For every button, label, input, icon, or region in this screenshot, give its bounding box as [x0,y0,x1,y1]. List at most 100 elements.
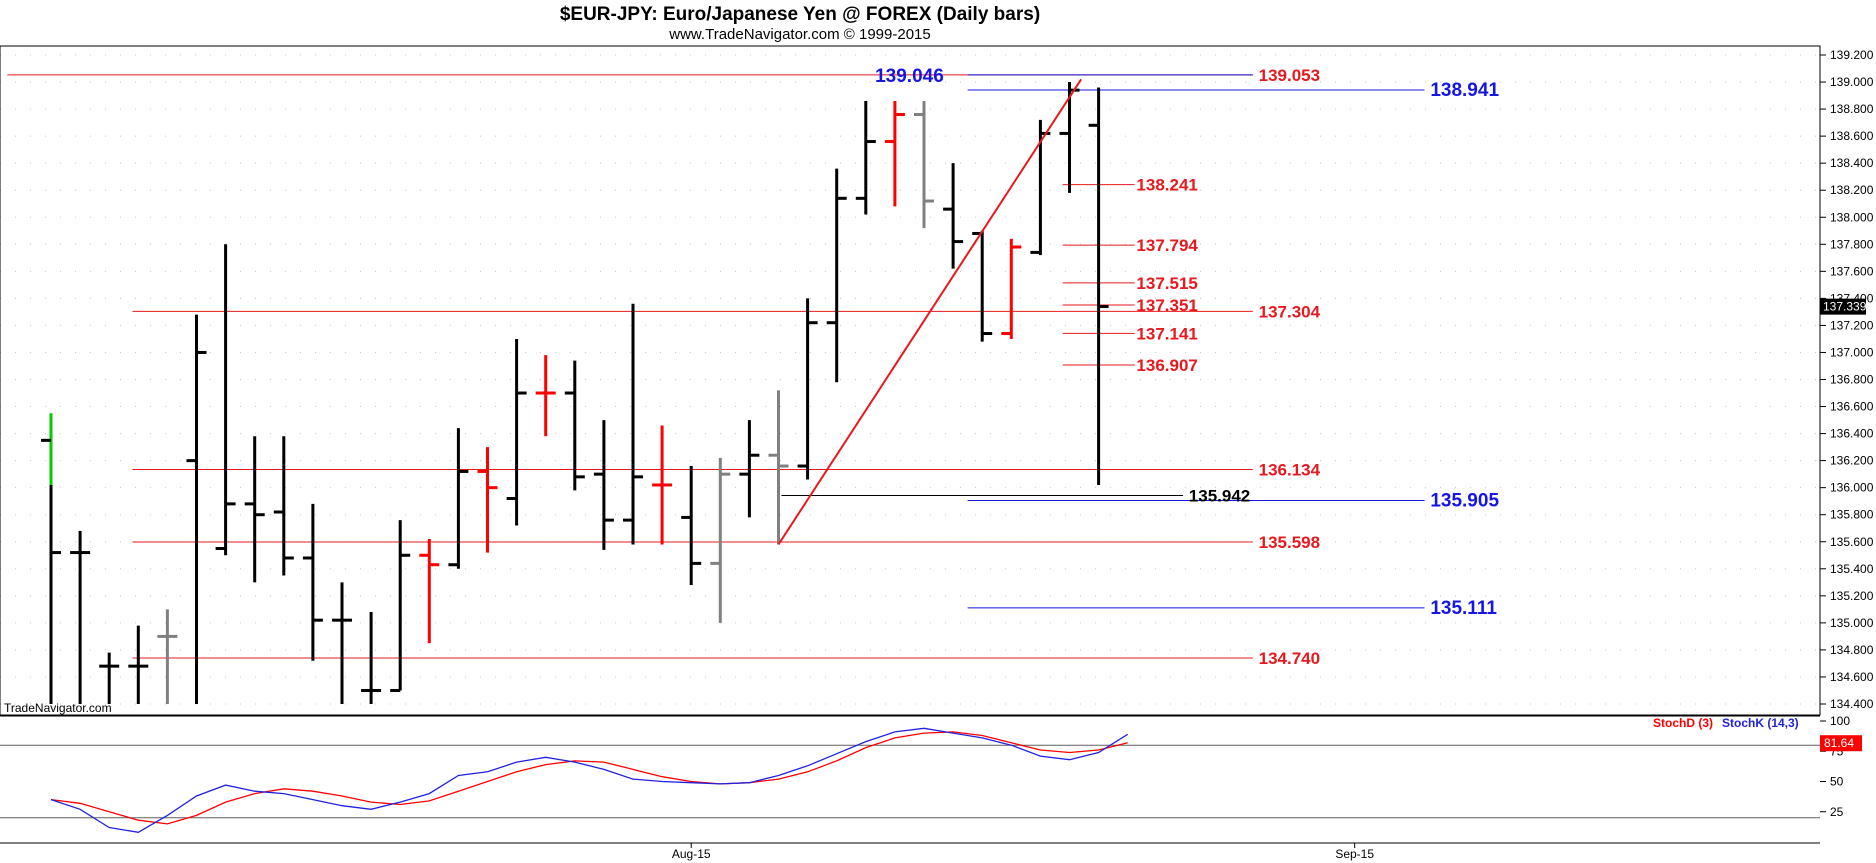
fib-level-label: 138.241 [1136,176,1197,195]
ohlc-bar [390,520,411,692]
stoch-last-box [1820,735,1862,752]
y-tick-label: 138.600 [1830,129,1874,143]
ohlc-bar [943,163,964,269]
x-tick-label: Aug-15 [672,847,711,861]
ohlc-bar [564,360,585,491]
stoch-grid [0,744,1820,819]
level-label: 135.598 [1259,533,1320,552]
ohlc-bar [70,530,91,704]
level-label: 134.740 [1259,649,1320,668]
y-tick-label: 136.400 [1830,427,1874,441]
y-tick-label: 134.600 [1830,670,1874,684]
price-grid [0,54,1820,705]
level-label: 139.053 [1259,66,1320,85]
level-label: 135.905 [1430,491,1499,512]
legend-stoch-k: StochK (14,3) [1722,716,1799,730]
ohlc-bar [302,503,323,661]
stoch-tick-label: 50 [1830,775,1844,789]
ohlc-bar [710,457,731,623]
ohlc-bar [244,436,265,583]
fib-level-label: 137.794 [1136,236,1198,255]
ohlc-bar [215,244,236,556]
plot-frame [0,45,1821,716]
price-axis: 139.200 139.000 138.800 138.600 138.400 138.2… [1820,48,1874,711]
ohlc-bar [768,390,789,545]
y-tick-label: 136.800 [1830,373,1874,387]
y-tick-label: 138.400 [1830,156,1874,170]
y-tick-label: 137.200 [1830,318,1874,332]
fib-level-label: 136.907 [1136,356,1197,375]
fib-level-label: 137.515 [1136,274,1197,293]
ohlc-bar [855,100,876,215]
y-tick-label: 136.000 [1830,481,1874,495]
ohlc-bar [884,100,905,207]
ohlc-bar [186,314,207,704]
ohlc-bar [419,539,440,644]
y-tick-label: 138.000 [1830,210,1874,224]
y-tick-label: 137.800 [1830,237,1874,251]
ohlc-bar [797,298,818,480]
ohlc-bars [41,82,1109,704]
trendline [777,78,1082,545]
y-tick-label: 137.000 [1830,345,1874,359]
y-tick-label: 136.200 [1830,454,1874,468]
ohlc-bar [914,100,934,229]
price-annotation: 139.046 [875,66,944,87]
watermark: TradeNavigator.com [4,701,112,715]
chart-title: $EUR-JPY: Euro/Japanese Yen @ FOREX (Dai… [560,4,1040,25]
ohlc-bar [273,436,294,576]
fib-level-label: 137.351 [1136,296,1197,315]
y-tick-label: 135.000 [1830,616,1874,630]
stoch-tick-label: 25 [1830,805,1844,819]
stochastic-lines [50,727,1129,833]
ohlc-bar [681,466,702,586]
level-label: 138.941 [1430,80,1499,101]
ohlc-bar [157,609,178,704]
time-axis: Aug-15 Sep-15 [672,843,1374,861]
last-price-label: 137.339 [1823,300,1867,314]
y-tick-label: 138.800 [1830,102,1874,116]
ohlc-bar [332,582,352,704]
ohlc-bar [739,420,760,518]
y-tick-label: 136.600 [1830,400,1874,414]
chart-subtitle: www.TradeNavigator.com © 1999-2015 [668,26,930,43]
trendline-segment [777,78,1082,545]
ohlc-bar [41,413,61,704]
price-levels: 139.053 137.304 136.134 135.598 134.740 138.9… [7,66,1499,668]
ohlc-bar [535,355,556,437]
ohlc-bar [1088,87,1109,485]
level-label: 135.111 [1430,598,1497,619]
stoch-tick-label: 100 [1830,714,1850,728]
y-tick-label: 139.000 [1830,75,1874,89]
level-label: 137.304 [1259,302,1321,321]
ohlc-bar [826,168,847,383]
ohlc-bar [128,625,149,704]
stoch-last-label: 81.64 [1824,736,1854,750]
level-label: 136.134 [1259,461,1321,480]
y-tick-label: 134.400 [1830,697,1874,711]
x-tick-label: Sep-15 [1335,847,1374,861]
fib-level-label: 137.141 [1136,324,1197,343]
level-label: 135.942 [1189,487,1250,506]
y-tick-label: 139.200 [1830,48,1874,62]
y-tick-label: 138.200 [1830,183,1874,197]
ohlc-bar [623,303,643,545]
y-tick-label: 135.400 [1830,562,1874,576]
stoch-line [50,727,1129,833]
legend-stoch-d: StochD (3) [1653,716,1713,730]
ohlc-bar [593,420,614,550]
ohlc-bar [477,447,498,553]
y-tick-label: 135.600 [1830,535,1874,549]
ohlc-bar [361,612,382,704]
last-price-box [1820,298,1866,315]
stochastic-legend: StochD (3) StochK (14,3) [1653,716,1799,730]
ohlc-bar [1001,238,1022,339]
ohlc-bar [652,425,673,545]
y-tick-label: 134.800 [1830,643,1874,657]
ohlc-bar [448,428,469,569]
y-tick-label: 137.600 [1830,264,1874,278]
ohlc-bar [506,338,527,526]
